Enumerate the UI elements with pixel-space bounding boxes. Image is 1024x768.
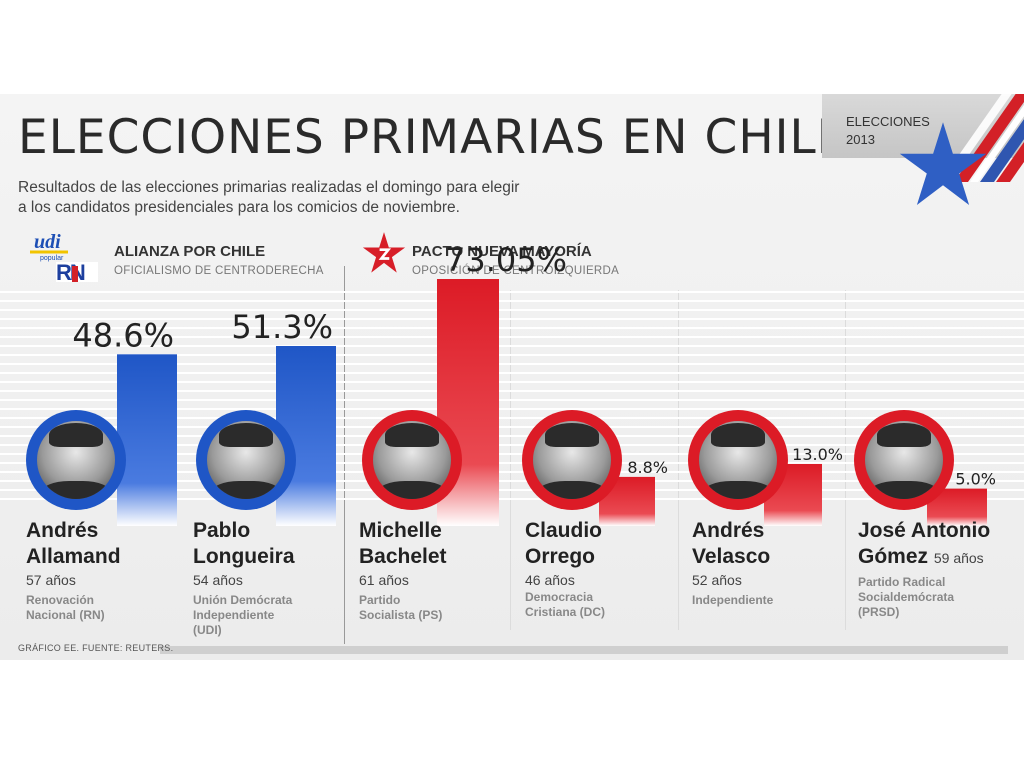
candidate-party-line: Independiente xyxy=(692,593,774,607)
face-icon xyxy=(373,421,451,499)
face-icon xyxy=(533,421,611,499)
candidate-party-line: Partido xyxy=(359,593,401,607)
face-icon xyxy=(37,421,115,499)
udi-logo-icon: udi popular RN xyxy=(30,231,98,285)
candidate-last-name: Gómez xyxy=(858,545,929,568)
candidate-card-gomez: José Antonio Gómez 59 años Partido Radic… xyxy=(858,518,1024,620)
face-icon xyxy=(207,421,285,499)
rn-logo-text: RN xyxy=(56,260,85,285)
candidate-party-line: Independiente xyxy=(193,608,275,622)
column-divider xyxy=(510,290,511,630)
value-label-5: 13.0% xyxy=(792,445,843,464)
red-star-icon xyxy=(362,232,406,273)
candidate-age: 61 años xyxy=(359,572,409,588)
candidate-first-name: Pablo xyxy=(193,519,251,542)
portrait-velasco xyxy=(688,410,788,510)
udi-rn-logo: udi popular RN xyxy=(28,228,98,290)
star-icon xyxy=(899,122,987,206)
candidate-last-name: Longueira xyxy=(193,545,295,568)
candidate-age: 54 años xyxy=(193,572,243,588)
udi-popular-text: popular xyxy=(40,255,64,262)
candidate-party-line: (UDI) xyxy=(193,623,222,637)
coalition-subtitle-alianza: OFICIALISMO DE CENTRODERECHA xyxy=(114,265,324,277)
candidate-last-name: Orrego xyxy=(525,545,596,568)
subtitle: Resultados de las elecciones primarias r… xyxy=(18,178,578,218)
value-label-3: 73.05% xyxy=(445,241,567,279)
candidate-card-bachelet: Michelle Bachelet 61 años Partido Social… xyxy=(359,518,519,623)
portrait-longueira xyxy=(196,410,296,510)
candidate-card-allamand: Andrés Allamand 57 años Renovación Nacio… xyxy=(26,518,186,623)
candidate-first-name: José Antonio xyxy=(858,519,991,542)
candidate-last-name: Allamand xyxy=(26,545,121,568)
footer-bar xyxy=(160,646,1008,654)
candidate-party-line: Unión Demócrata xyxy=(193,593,293,607)
portrait-orrego xyxy=(522,410,622,510)
candidate-party-line: Nacional (RN) xyxy=(26,608,105,622)
face-icon xyxy=(865,421,943,499)
candidate-first-name: Andrés xyxy=(692,519,765,542)
results-chart: 48.6% 51.3% 73.05% 8.8% 13.0% 5.0% xyxy=(0,241,1024,526)
portrait-allamand xyxy=(26,410,126,510)
value-label-2: 51.3% xyxy=(231,308,333,346)
candidate-last-name-row: Gómez 59 años xyxy=(858,544,1024,571)
page-title: ELECCIONES PRIMARIAS EN CHILE xyxy=(18,110,848,165)
coalition-title-nueva-mayoria: PACTO NUEVA MAYORÍA xyxy=(412,243,592,260)
candidate-party-line: Socialista (PS) xyxy=(359,608,443,622)
candidate-age: 46 años xyxy=(525,572,575,588)
portrait-bachelet xyxy=(362,410,462,510)
subtitle-line-2: a los candidatos presidenciales para los… xyxy=(18,199,460,216)
candidate-age: 59 años xyxy=(933,550,984,566)
column-divider xyxy=(678,290,679,630)
value-label-1: 48.6% xyxy=(72,316,174,354)
subtitle-line-1: Resultados de las elecciones primarias r… xyxy=(18,179,520,196)
candidate-first-name: Andrés xyxy=(26,519,99,542)
candidate-age: 52 años xyxy=(692,572,742,588)
badge-year: 2013 xyxy=(846,132,875,147)
bars xyxy=(117,279,987,526)
candidate-card-velasco: Andrés Velasco 52 años Independiente xyxy=(692,518,852,608)
value-label-4: 8.8% xyxy=(627,458,668,477)
candidate-party-line: Cristiana (DC) xyxy=(525,605,606,619)
candidate-first-name: Michelle xyxy=(359,519,442,542)
value-labels: 48.6% 51.3% 73.05% 8.8% 13.0% 5.0% xyxy=(72,241,996,489)
candidate-age: 57 años xyxy=(26,572,76,588)
candidate-card-orrego: Claudio Orrego 46 años Democracia Cristi… xyxy=(525,518,685,620)
candidate-party-line: Partido Radical xyxy=(858,575,946,589)
infographic-panel: ELECCIONES PRIMARIAS EN CHILE Resultados… xyxy=(0,94,1024,660)
source-credit: GRÁFICO EE. FUENTE: REUTERS. xyxy=(18,643,174,653)
badge-label: ELECCIONES xyxy=(846,114,930,129)
bar-1 xyxy=(117,354,177,526)
value-label-6: 5.0% xyxy=(955,470,996,489)
coalition-title-alianza: ALIANZA POR CHILE xyxy=(114,243,266,260)
coalition-subtitle-nueva-mayoria: OPOSICIÓN DE CENTROIZQUIERDA xyxy=(412,265,620,277)
candidate-last-name: Velasco xyxy=(692,545,771,568)
candidate-party-line: Renovación xyxy=(26,593,95,607)
face-icon xyxy=(699,421,777,499)
candidate-party-line: Socialdemócrata xyxy=(858,590,955,604)
column-divider xyxy=(845,290,846,630)
udi-text: udi xyxy=(34,231,61,253)
candidate-last-name: Bachelet xyxy=(359,545,447,568)
portrait-gomez xyxy=(854,410,954,510)
candidate-card-longueira: Pablo Longueira 54 años Unión Demócrata … xyxy=(193,518,353,638)
candidate-party-line: (PRSD) xyxy=(858,605,900,619)
candidate-party-line: Democracia xyxy=(525,590,594,604)
candidate-first-name: Claudio xyxy=(525,519,602,542)
